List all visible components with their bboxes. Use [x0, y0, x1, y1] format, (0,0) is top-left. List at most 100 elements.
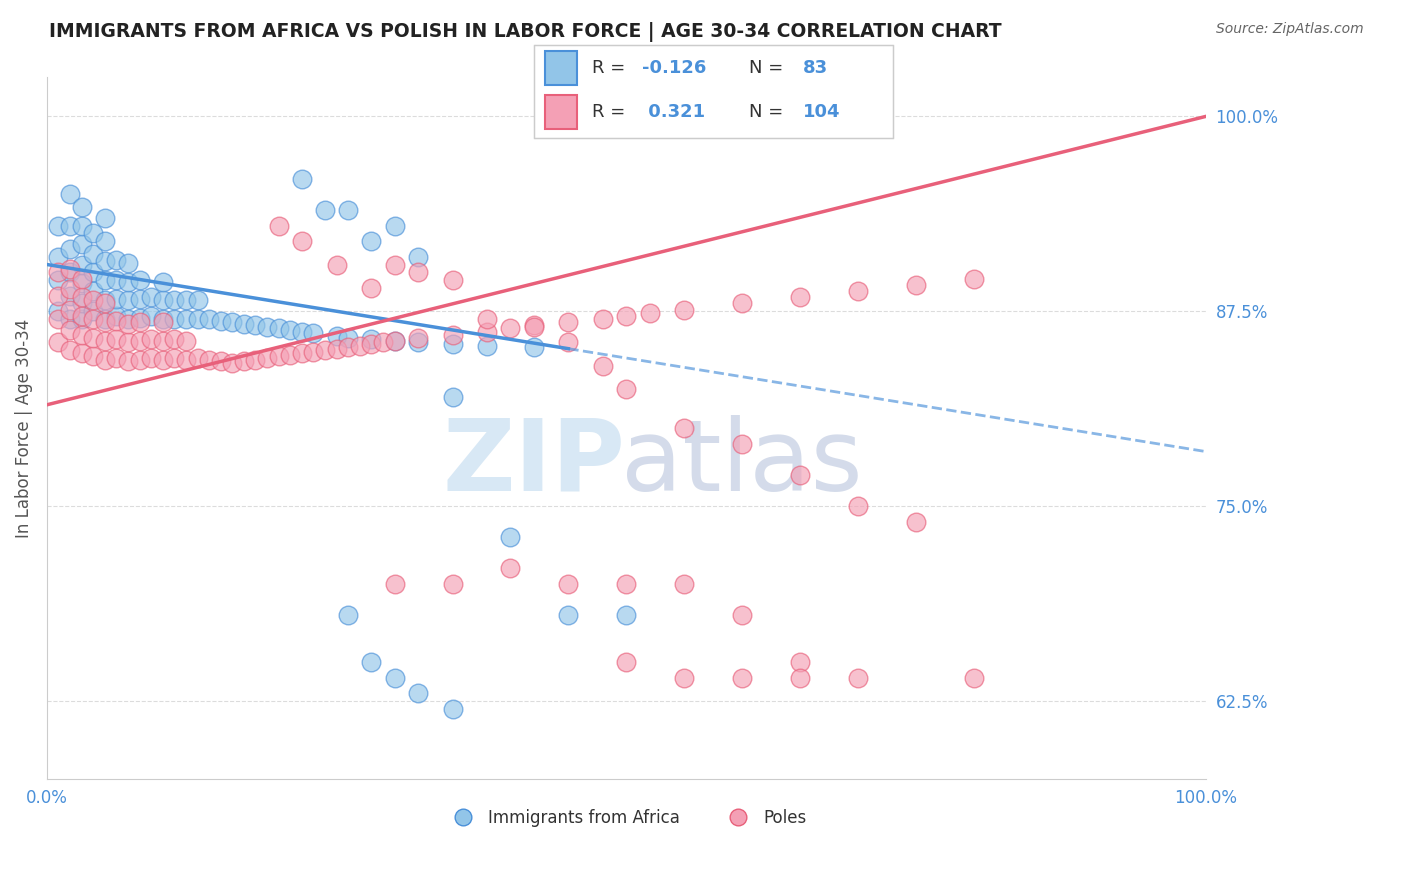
Point: [59, 288, 82, 302]
Point: [963, 671, 986, 685]
Point: [82, 304, 104, 318]
Point: [141, 309, 163, 323]
Point: [105, 351, 128, 365]
Text: N =: N =: [749, 103, 789, 121]
Text: R =: R =: [592, 103, 631, 121]
Point: [48, 273, 70, 287]
Point: [105, 309, 128, 323]
Point: [592, 359, 614, 373]
Point: [592, 312, 614, 326]
Text: 83: 83: [803, 59, 828, 77]
Point: [117, 256, 139, 270]
Point: [48, 335, 70, 350]
Point: [384, 334, 406, 348]
Point: [499, 530, 522, 544]
Point: [59, 302, 82, 317]
Point: [441, 577, 464, 591]
Point: [70, 296, 93, 310]
Point: [499, 561, 522, 575]
Point: [128, 315, 150, 329]
Point: [94, 334, 117, 348]
Point: [117, 335, 139, 350]
Point: [48, 312, 70, 326]
Point: [302, 326, 325, 340]
Point: [105, 313, 128, 327]
Point: [152, 312, 174, 326]
Point: [614, 655, 637, 669]
Point: [614, 382, 637, 396]
Point: [117, 312, 139, 326]
Text: 0.321: 0.321: [641, 103, 704, 121]
Point: [256, 351, 278, 365]
Point: [731, 296, 754, 310]
Point: [557, 608, 579, 623]
Point: [267, 321, 290, 335]
Point: [731, 436, 754, 450]
Point: [198, 312, 221, 326]
Point: [94, 315, 117, 329]
Point: [141, 290, 163, 304]
Text: ZIP: ZIP: [443, 415, 626, 512]
Point: [59, 187, 82, 202]
Point: [384, 671, 406, 685]
Point: [256, 319, 278, 334]
Point: [384, 577, 406, 591]
Point: [128, 352, 150, 367]
Point: [187, 351, 209, 365]
Point: [384, 258, 406, 272]
Point: [349, 338, 371, 352]
Point: [314, 343, 336, 358]
Point: [638, 306, 661, 320]
Text: R =: R =: [592, 59, 631, 77]
Text: N =: N =: [749, 59, 789, 77]
Point: [232, 317, 254, 331]
Point: [337, 608, 360, 623]
Point: [117, 354, 139, 368]
Point: [82, 293, 104, 308]
Point: [82, 331, 104, 345]
Point: [59, 343, 82, 358]
Point: [337, 331, 360, 345]
Point: [94, 254, 117, 268]
Point: [731, 671, 754, 685]
Point: [384, 334, 406, 348]
Point: [360, 655, 382, 669]
Point: [557, 335, 579, 350]
Point: [441, 327, 464, 342]
Point: [163, 351, 186, 365]
Point: [360, 234, 382, 248]
Point: [70, 258, 93, 272]
Point: [441, 337, 464, 351]
Point: [59, 312, 82, 326]
Point: [105, 332, 128, 346]
Text: -0.126: -0.126: [641, 59, 706, 77]
Point: [70, 346, 93, 360]
Point: [406, 686, 429, 700]
Point: [48, 250, 70, 264]
Point: [673, 671, 696, 685]
Point: [209, 313, 232, 327]
Point: [614, 309, 637, 323]
Point: [789, 655, 811, 669]
Point: [70, 271, 93, 285]
Point: [82, 265, 104, 279]
Point: [117, 275, 139, 289]
Point: [221, 356, 243, 370]
Point: [128, 292, 150, 306]
Point: [846, 499, 869, 513]
Point: [163, 332, 186, 346]
Point: [70, 309, 93, 323]
Point: [360, 332, 382, 346]
Point: [59, 282, 82, 296]
Point: [163, 312, 186, 326]
Point: [291, 325, 314, 339]
Point: [278, 348, 301, 362]
Point: [94, 296, 117, 310]
Point: [48, 265, 70, 279]
Point: [94, 352, 117, 367]
Point: [48, 288, 70, 302]
Point: [441, 702, 464, 716]
Legend: Immigrants from Africa, Poles: Immigrants from Africa, Poles: [440, 803, 813, 834]
Point: [152, 352, 174, 367]
Point: [70, 219, 93, 233]
